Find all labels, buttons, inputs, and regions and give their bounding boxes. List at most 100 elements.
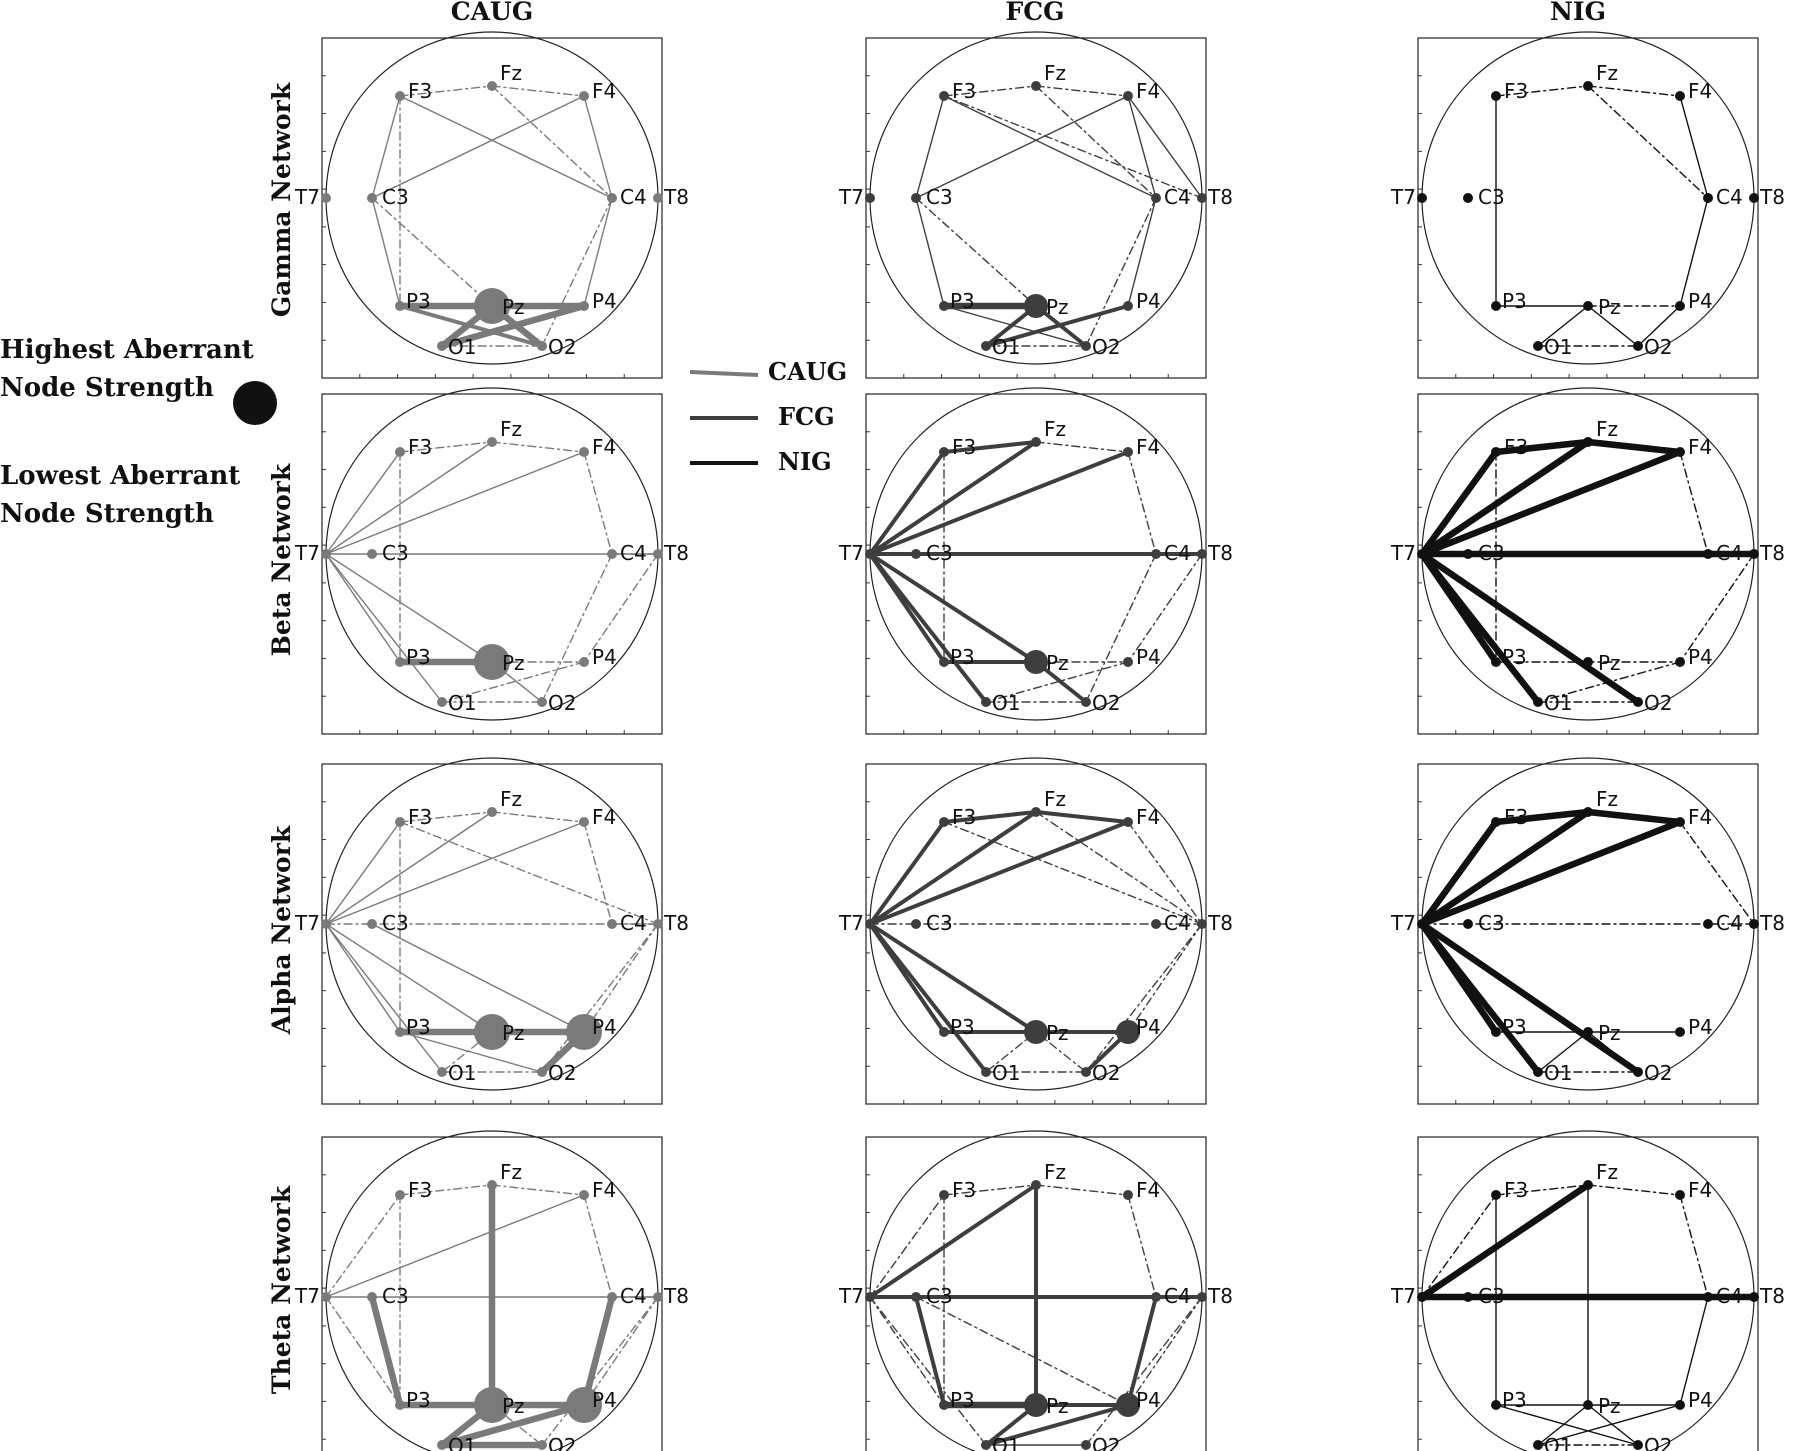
panel-frame [865,763,1207,1105]
node-f3 [395,817,405,827]
node-label-p3: P3 [406,1388,431,1412]
node-f4 [579,1190,589,1200]
edge-f3-c4 [943,95,1157,199]
node-t7 [1417,1292,1427,1302]
lowest-strength-label-line2: Node Strength [0,499,214,529]
node-t7 [865,549,875,559]
node-label-t7: T7 [838,185,864,209]
node-label-f3: F3 [408,805,432,829]
node-o1 [1533,697,1543,707]
node-label-f4: F4 [1688,435,1712,459]
edge-pz-o2 [1587,305,1639,347]
node-label-o1: O1 [1544,335,1572,359]
node-label-o2: O2 [1092,691,1120,715]
node-p3 [939,657,949,667]
node-c3 [367,919,377,929]
edge-o1-p4 [984,304,1130,348]
node-fz [487,1180,497,1190]
node-c4 [607,193,617,203]
node-pz [1583,657,1593,667]
edge-f3-c4 [399,95,613,199]
node-label-pz: Pz [1046,1021,1069,1045]
node-label-pz: Pz [1598,1394,1621,1418]
node-label-p3: P3 [406,645,431,669]
node-pz [1583,1400,1593,1410]
node-label-o2: O2 [1092,335,1120,359]
node-label-o1: O1 [992,335,1020,359]
node-label-c4: C4 [1164,911,1191,935]
edge-t7-f3 [1418,448,1500,558]
node-p4 [579,301,589,311]
node-label-f3: F3 [952,435,976,459]
edge-t7-f4 [868,820,1130,926]
node-label-p4: P4 [1688,289,1713,313]
panel-frame [1417,393,1759,735]
highest-strength-label-line2: Node Strength [0,373,214,403]
node-f4 [1123,817,1133,827]
panel-beta-nig: F3 Fz F4 T7 C3 C4 T8 P3 Pz P4 O1 O2 [1390,387,1785,735]
edge-t8-p4 [583,553,659,663]
node-label-c4: C4 [620,1284,647,1308]
node-o1 [1533,1440,1543,1450]
node-f3 [395,447,405,457]
node-p3 [1491,1027,1501,1037]
node-label-c4: C4 [1164,185,1191,209]
edge-t7-p3 [325,923,401,1033]
edge-c4-p4 [1126,1295,1158,1407]
node-t7 [321,1292,331,1302]
edge-t7-fz [868,810,1038,926]
panel-frame [321,393,663,735]
edge-f4-c3 [371,95,585,199]
edge-pz-o2 [1587,1031,1639,1073]
legend-label-nig: NIG [778,447,832,476]
edge-pz-o1 [985,1031,1037,1073]
node-fz [1583,437,1593,447]
edge-f3-fz [1492,438,1592,456]
node-f3 [939,817,949,827]
node-label-pz: Pz [1046,295,1069,319]
node-label-o1: O1 [992,1434,1020,1451]
node-t8 [1749,549,1759,559]
panel-theta-fcg: F3 Fz F4 T7 C3 C4 T8 P3 Pz P4 O1 O2 [838,1130,1233,1451]
node-c3 [1463,919,1473,929]
edge-c4-p4 [1127,197,1157,307]
edge-t7-f3 [1418,818,1500,928]
node-label-c3: C3 [382,1284,409,1308]
node-label-t8: T8 [1207,541,1233,565]
node-label-f4: F4 [592,1178,616,1202]
node-label-t7: T7 [838,911,864,935]
node-t8 [1749,919,1759,929]
node-label-p4: P4 [1688,645,1713,669]
node-label-t7: T7 [1390,911,1416,935]
node-t7 [321,919,331,929]
node-label-c3: C3 [926,185,953,209]
node-label-t7: T7 [1390,185,1416,209]
edge-f4-t8 [1679,821,1755,925]
edge-fz-f4 [1584,438,1684,456]
node-o2 [537,697,547,707]
node-f4 [579,447,589,457]
edge-pz-o2 [491,1404,543,1446]
edge-fz-f4 [1584,808,1684,826]
node-o2 [537,1067,547,1077]
node-label-o1: O1 [448,1434,476,1451]
node-label-t7: T7 [1390,1284,1416,1308]
node-label-f4: F4 [592,79,616,103]
node-fz [1031,81,1041,91]
node-label-f3: F3 [1504,805,1528,829]
node-label-p4: P4 [1136,645,1161,669]
node-label-c4: C4 [1716,541,1743,565]
node-p3 [939,1400,949,1410]
node-o1 [1533,341,1543,351]
edge-fz-t8 [1035,811,1203,925]
panel-theta-caug: F3 Fz F4 T7 C3 C4 T8 P3 Pz P4 O1 O2 [294,1130,689,1451]
node-t7 [1417,549,1427,559]
node-p4 [1116,1020,1140,1044]
edge-f4-c4 [1127,1194,1157,1298]
node-c4 [1703,193,1713,203]
node-fz [487,81,497,91]
panel-frame [1417,37,1759,379]
panel-beta-caug: F3 Fz F4 T7 C3 C4 T8 P3 Pz P4 O1 O2 [294,387,689,735]
node-c4 [1703,1292,1713,1302]
node-c3 [911,193,921,203]
